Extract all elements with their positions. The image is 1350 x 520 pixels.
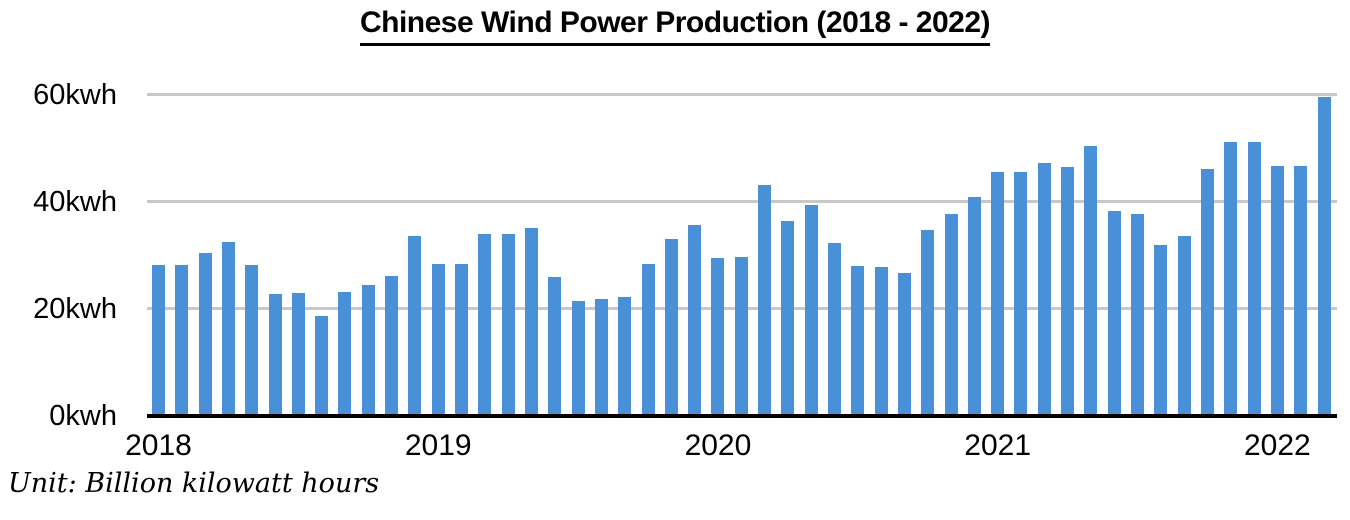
title-row: Chinese Wind Power Production (2018 - 20… <box>0 6 1350 46</box>
unit-footnote: Unit: Billion kilowatt hours <box>8 468 380 499</box>
ytick-label-20kwh: 20kwh <box>33 292 117 325</box>
gridline-60kwh <box>147 93 1337 96</box>
ytick-label-0kwh: 0kwh <box>49 399 117 432</box>
bar-May-2018 <box>245 265 259 418</box>
bar-Jul-2018 <box>291 293 305 418</box>
bar-Mar-2021 <box>1037 163 1051 418</box>
bar-May-2020 <box>804 204 818 418</box>
bar-Nov-2018 <box>385 275 399 418</box>
bar-Feb-2018 <box>175 265 189 418</box>
bar-Dec-2020 <box>967 197 981 418</box>
bar-Nov-2019 <box>664 238 678 418</box>
bar-Jul-2021 <box>1131 214 1145 418</box>
bar-Apr-2020 <box>781 221 795 418</box>
bar-Jul-2019 <box>571 301 585 418</box>
xtick-label-2021: 2021 <box>964 429 1032 462</box>
gridline-40kwh <box>147 200 1337 203</box>
bar-Apr-2018 <box>221 242 235 418</box>
bar-Apr-2019 <box>501 233 515 418</box>
bar-Oct-2018 <box>361 284 375 418</box>
bar-Aug-2021 <box>1154 244 1168 418</box>
bar-Dec-2021 <box>1247 141 1261 418</box>
bar-Feb-2020 <box>734 257 748 418</box>
bar-Apr-2021 <box>1061 166 1075 418</box>
bar-Jan-2020 <box>711 258 725 418</box>
bar-Oct-2021 <box>1200 168 1214 418</box>
bar-Jun-2018 <box>268 294 282 418</box>
x-axis-line <box>147 413 1337 418</box>
bar-Jan-2022 <box>1270 166 1284 418</box>
bar-Dec-2018 <box>408 235 422 418</box>
chart-title: Chinese Wind Power Production (2018 - 20… <box>359 6 991 46</box>
xtick-label-2020: 2020 <box>684 429 752 462</box>
bar-Mar-2022 <box>1317 96 1331 418</box>
bar-Jul-2020 <box>851 265 865 418</box>
bar-Sep-2018 <box>338 291 352 418</box>
bar-Jun-2021 <box>1107 210 1121 418</box>
bar-Aug-2018 <box>315 315 329 418</box>
bar-Feb-2021 <box>1014 171 1028 418</box>
bar-Sep-2020 <box>897 273 911 418</box>
bar-Oct-2019 <box>641 263 655 418</box>
bar-Mar-2019 <box>478 233 492 418</box>
bar-Sep-2019 <box>618 297 632 418</box>
bar-Jun-2020 <box>827 242 841 418</box>
xtick-label-2022: 2022 <box>1244 429 1311 462</box>
bar-Sep-2021 <box>1177 235 1191 418</box>
ytick-label-60kwh: 60kwh <box>33 78 117 111</box>
bar-Aug-2020 <box>874 266 888 418</box>
bar-Jun-2019 <box>548 277 562 418</box>
bar-Feb-2019 <box>455 263 469 418</box>
bar-Nov-2020 <box>944 214 958 418</box>
bar-Nov-2021 <box>1224 141 1238 418</box>
bar-Jan-2018 <box>152 265 165 418</box>
bar-Feb-2022 <box>1294 166 1308 418</box>
bar-May-2021 <box>1084 145 1098 418</box>
bar-May-2019 <box>524 228 538 418</box>
bar-Dec-2019 <box>688 224 702 418</box>
xtick-label-2019: 2019 <box>404 429 472 462</box>
xtick-label-2018: 2018 <box>125 429 192 462</box>
bar-Oct-2020 <box>921 229 935 418</box>
bar-Jan-2019 <box>431 264 445 418</box>
bar-Mar-2018 <box>198 253 212 418</box>
bar-Aug-2019 <box>594 299 608 418</box>
bar-Mar-2020 <box>758 185 772 418</box>
ytick-label-40kwh: 40kwh <box>33 185 117 218</box>
bar-Jan-2021 <box>991 171 1005 418</box>
